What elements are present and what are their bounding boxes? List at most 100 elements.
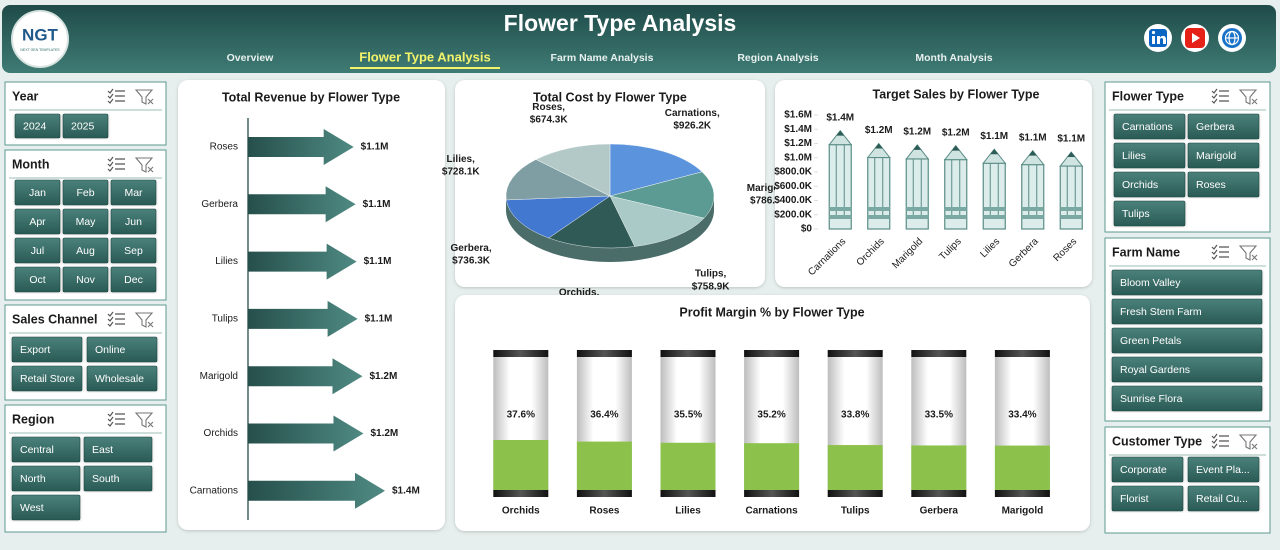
slicer-button-label[interactable]: West (20, 502, 44, 514)
slicer-button[interactable] (11, 436, 81, 463)
slicer-button-label[interactable]: Royal Gardens (1120, 364, 1190, 376)
slicer-button[interactable] (62, 237, 109, 264)
multi-select-icon[interactable] (107, 156, 125, 172)
slicer-button[interactable] (1111, 298, 1263, 325)
clear-filter-icon[interactable] (134, 412, 154, 428)
slicer-button[interactable] (14, 179, 61, 206)
slicer-button-label[interactable]: Retail Cu... (1196, 493, 1248, 505)
clear-filter-icon[interactable] (134, 157, 154, 173)
clear-filter-icon[interactable] (1238, 434, 1258, 450)
multi-select-icon[interactable] (1211, 433, 1229, 449)
slicer-button-label[interactable]: Central (20, 444, 54, 456)
slicer-button-label[interactable]: South (92, 473, 120, 485)
slicer-button[interactable] (11, 336, 83, 363)
slicer-button[interactable] (1187, 113, 1260, 140)
slicer-button[interactable] (86, 336, 158, 363)
clear-filter-icon[interactable] (134, 312, 154, 328)
slicer-button-label[interactable]: Feb (76, 187, 94, 199)
slicer-button-label[interactable]: Sep (124, 245, 143, 257)
slicer-button[interactable] (14, 208, 61, 235)
slicer-button[interactable] (11, 365, 83, 392)
slicer-button[interactable] (110, 266, 157, 293)
clear-filter-icon[interactable] (134, 89, 154, 105)
slicer-button[interactable] (1187, 171, 1260, 198)
slicer-button-label[interactable]: Lilies (1122, 150, 1146, 162)
pie-label-value: $926.2K (673, 121, 712, 132)
slicer-button[interactable] (62, 179, 109, 206)
slicer-button-label[interactable]: North (20, 473, 46, 485)
slicer-button-label[interactable]: Sunrise Flora (1120, 393, 1183, 405)
nav-tab[interactable]: Flower Type Analysis (359, 49, 491, 64)
slicer-button[interactable] (1111, 327, 1263, 354)
slicer-button[interactable] (14, 113, 61, 139)
slicer-button[interactable] (1187, 142, 1260, 169)
slicer-button-label[interactable]: May (76, 216, 97, 228)
multi-select-icon[interactable] (107, 311, 125, 327)
slicer-button-label[interactable]: Jun (125, 216, 142, 228)
slicer-button-label[interactable]: Export (20, 344, 50, 356)
slicer-button[interactable] (1113, 113, 1186, 140)
slicer-button-label[interactable]: Dec (124, 274, 143, 286)
nav-tab[interactable]: Overview (227, 52, 275, 64)
slicer-button[interactable] (11, 465, 81, 492)
slicer-button[interactable] (1111, 456, 1184, 483)
slicer-button-label[interactable]: 2024 (23, 120, 47, 132)
slicer-button[interactable] (62, 208, 109, 235)
slicer-button[interactable] (1111, 269, 1263, 296)
slicer-button-label[interactable]: Wholesale (95, 373, 144, 385)
slicer-button-label[interactable]: Oct (29, 274, 45, 286)
slicer-button-label[interactable]: Corporate (1120, 464, 1167, 476)
slicer-button[interactable] (86, 365, 158, 392)
multi-select-icon[interactable] (107, 411, 125, 427)
slicer-button[interactable] (110, 179, 157, 206)
clear-filter-icon[interactable] (1238, 89, 1258, 105)
slicer-button[interactable] (1111, 356, 1263, 383)
nav-tab[interactable]: Farm Name Analysis (551, 52, 654, 64)
slicer-button-label[interactable]: Jan (29, 187, 46, 199)
multi-select-icon[interactable] (1211, 244, 1229, 260)
slicer-button-label[interactable]: Apr (29, 216, 46, 228)
slicer-button-label[interactable]: Jul (31, 245, 44, 257)
slicer-button-label[interactable]: Marigold (1196, 150, 1236, 162)
slicer-button-label[interactable]: Tulips (1122, 208, 1150, 220)
clear-filter-icon[interactable] (1238, 245, 1258, 261)
multi-select-icon[interactable] (1211, 88, 1229, 104)
slicer-button[interactable] (1187, 485, 1260, 512)
multi-select-icon[interactable] (107, 88, 125, 104)
slicer-button[interactable] (83, 465, 153, 492)
slicer-button-label[interactable]: 2025 (71, 120, 95, 132)
slicer-button[interactable] (62, 113, 109, 139)
nav-tab[interactable]: Region Analysis (737, 52, 818, 64)
slicer-button-label[interactable]: Orchids (1122, 179, 1158, 191)
x-tick-label: Roses (589, 506, 619, 517)
slicer-button[interactable] (11, 494, 81, 521)
data-label: 37.6% (507, 410, 535, 421)
slicer-button-label[interactable]: Green Petals (1120, 335, 1181, 347)
slicer-button[interactable] (1113, 171, 1186, 198)
slicer-button-label[interactable]: Gerbera (1196, 121, 1235, 133)
slicer-button[interactable] (83, 436, 153, 463)
slicer-button[interactable] (110, 237, 157, 264)
slicer-button-label[interactable]: East (92, 444, 113, 456)
slicer-button[interactable] (14, 237, 61, 264)
slicer-button-label[interactable]: Event Pla... (1196, 464, 1250, 476)
slicer-button[interactable] (14, 266, 61, 293)
slicer-button[interactable] (62, 266, 109, 293)
slicer-button-label[interactable]: Online (95, 344, 126, 356)
slicer-button[interactable] (1113, 142, 1186, 169)
slicer-button[interactable] (1187, 456, 1260, 483)
slicer-button-label[interactable]: Mar (124, 187, 143, 199)
nav-tab[interactable]: Month Analysis (915, 52, 992, 64)
slicer-button-label[interactable]: Bloom Valley (1120, 277, 1181, 289)
slicer-button-label[interactable]: Aug (76, 245, 95, 257)
slicer-button-label[interactable]: Fresh Stem Farm (1120, 306, 1202, 318)
slicer-button-label[interactable]: Nov (76, 274, 95, 286)
slicer-button[interactable] (1113, 200, 1186, 227)
slicer-button[interactable] (1111, 385, 1263, 412)
slicer-button-label[interactable]: Roses (1196, 179, 1226, 191)
slicer-button[interactable] (1111, 485, 1184, 512)
slicer-button-label[interactable]: Retail Store (20, 373, 75, 385)
slicer-button-label[interactable]: Carnations (1122, 121, 1173, 133)
slicer-button-label[interactable]: Florist (1120, 493, 1149, 505)
slicer-button[interactable] (110, 208, 157, 235)
